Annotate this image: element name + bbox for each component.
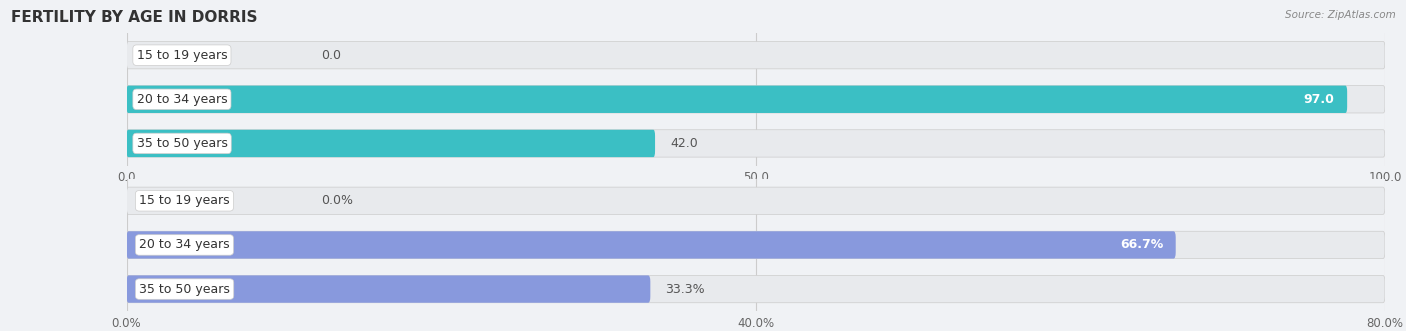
FancyBboxPatch shape — [127, 130, 655, 157]
FancyBboxPatch shape — [127, 275, 1385, 303]
Text: 20 to 34 years: 20 to 34 years — [139, 238, 229, 252]
Text: 35 to 50 years: 35 to 50 years — [139, 283, 231, 296]
Text: 0.0: 0.0 — [322, 49, 342, 62]
FancyBboxPatch shape — [127, 187, 1385, 214]
FancyBboxPatch shape — [127, 231, 1385, 259]
FancyBboxPatch shape — [127, 275, 651, 303]
Text: 20 to 34 years: 20 to 34 years — [136, 93, 228, 106]
Text: 0.0%: 0.0% — [322, 194, 353, 207]
Text: 33.3%: 33.3% — [665, 283, 704, 296]
Text: 97.0: 97.0 — [1303, 93, 1334, 106]
Text: 15 to 19 years: 15 to 19 years — [139, 194, 229, 207]
FancyBboxPatch shape — [127, 41, 1385, 69]
FancyBboxPatch shape — [127, 86, 1347, 113]
Text: Source: ZipAtlas.com: Source: ZipAtlas.com — [1285, 10, 1396, 20]
FancyBboxPatch shape — [127, 130, 1385, 157]
Text: FERTILITY BY AGE IN DORRIS: FERTILITY BY AGE IN DORRIS — [11, 10, 257, 25]
FancyBboxPatch shape — [127, 86, 1385, 113]
Text: 66.7%: 66.7% — [1119, 238, 1163, 252]
FancyBboxPatch shape — [127, 231, 1175, 259]
Text: 42.0: 42.0 — [671, 137, 697, 150]
Text: 15 to 19 years: 15 to 19 years — [136, 49, 228, 62]
Text: 35 to 50 years: 35 to 50 years — [136, 137, 228, 150]
